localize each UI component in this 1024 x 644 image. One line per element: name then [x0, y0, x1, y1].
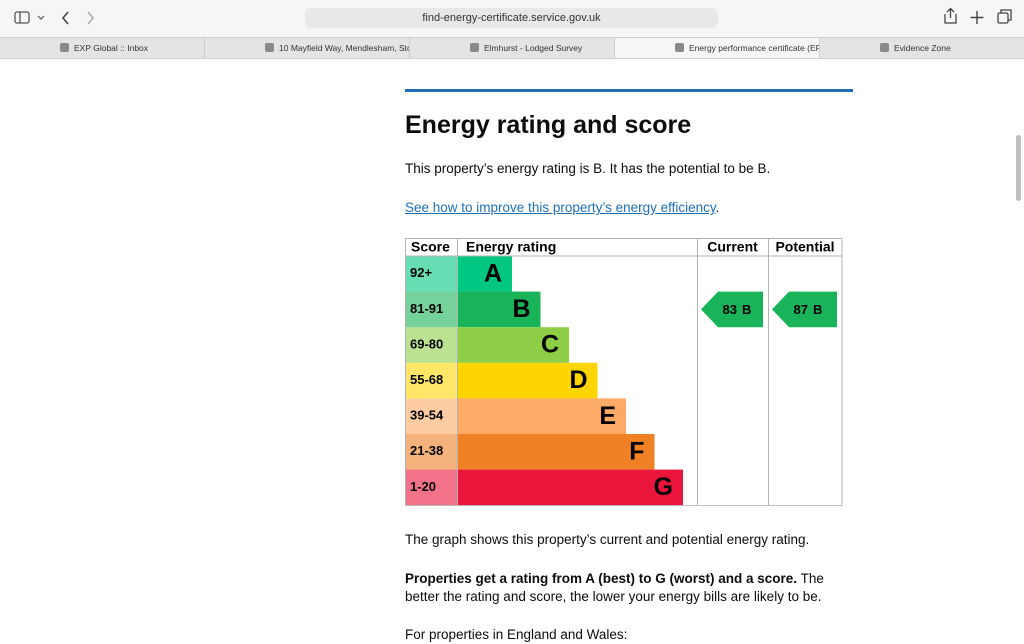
- band-letter: A: [484, 259, 502, 287]
- rating-bar: [457, 327, 569, 363]
- column-header: Current: [707, 239, 758, 255]
- back-button[interactable]: [61, 11, 69, 25]
- browser-tab[interactable]: Evidence Zone: [820, 38, 1024, 58]
- scrollbar[interactable]: [1016, 135, 1021, 201]
- rating-bar: [457, 256, 512, 292]
- tab-title: Elmhurst - Lodged Survey: [484, 43, 583, 53]
- score-cell: [405, 434, 457, 470]
- tab-icon: [265, 43, 274, 52]
- score-cell: [405, 256, 457, 292]
- band-score: 21-38: [410, 443, 443, 458]
- share-button[interactable]: [944, 7, 957, 24]
- forward-button[interactable]: [87, 11, 95, 25]
- column-header: Potential: [775, 239, 834, 255]
- band-score: 55-68: [410, 372, 443, 387]
- rating-text-bold: Properties get a rating from A (best) to…: [405, 571, 798, 586]
- band-score: 81-91: [410, 301, 443, 316]
- current-score: 83: [723, 302, 737, 317]
- tab-icon: [675, 43, 684, 52]
- tab-title: Energy performance certificate (EPC) – F…: [689, 43, 819, 53]
- potential-arrow: [772, 291, 837, 328]
- browser-toolbar: find-energy-certificate.service.gov.uk: [0, 0, 1024, 37]
- tab-title: EXP Global :: Inbox: [74, 43, 149, 53]
- band-letter: F: [629, 437, 644, 465]
- graph-note: The graph shows this property’s current …: [405, 532, 810, 547]
- rating-bar: [457, 362, 598, 399]
- score-cell: [405, 362, 457, 399]
- tab-icon: [470, 43, 479, 52]
- browser-tab[interactable]: EXP Global :: Inbox: [0, 38, 205, 58]
- band-letter: C: [541, 331, 559, 359]
- band-score: 39-54: [410, 408, 444, 423]
- score-cell: [405, 291, 457, 328]
- rating-bar: [457, 291, 541, 328]
- current-arrow: [701, 291, 763, 328]
- section-rule: [405, 89, 853, 92]
- tab-title: 10 Mayfield Way, Mendlesham, Stowmarket,…: [279, 43, 409, 53]
- tab-bar: EXP Global :: Inbox 10 Mayfield Way, Mend…: [0, 37, 1024, 59]
- heading: Energy rating and score: [405, 111, 692, 139]
- browser-tab[interactable]: Energy performance certificate (EPC) – F…: [615, 38, 820, 58]
- band-letter: E: [599, 402, 616, 430]
- band-score: 92+: [410, 265, 432, 280]
- column-header: Score: [411, 239, 450, 255]
- tabs-button[interactable]: [997, 12, 1009, 24]
- rating-text-rest: The better the rating and score, the low…: [405, 571, 824, 604]
- current-letter: B: [742, 302, 751, 317]
- new-tab-button[interactable]: [970, 11, 984, 24]
- browser-tab[interactable]: Elmhurst - Lodged Survey: [410, 38, 615, 58]
- url-bar[interactable]: find-energy-certificate.service.gov.uk: [305, 8, 718, 28]
- band-letter: B: [512, 295, 530, 323]
- band-score: 1-20: [410, 479, 436, 494]
- browser-tab[interactable]: 10 Mayfield Way, Mendlesham, Stowmarket,…: [205, 38, 410, 58]
- toolbar-icons: [14, 7, 1012, 25]
- band-score: 69-80: [410, 336, 443, 351]
- rating-bar: [457, 398, 626, 434]
- epc-chart: Score Energy rating Current Potential 92+ A 81…: [405, 238, 843, 506]
- tab-icon: [880, 43, 889, 52]
- column-header: Energy rating: [466, 239, 556, 255]
- link-line: See how to improve this property’s energ…: [405, 199, 719, 217]
- summary: This property’s energy rating is B. It h…: [405, 161, 771, 176]
- tab-title: Evidence Zone: [894, 43, 951, 53]
- potential-score: 87: [794, 302, 808, 317]
- band-letter: D: [569, 366, 587, 394]
- link-suffix: .: [715, 200, 720, 215]
- potential-letter: B: [813, 302, 822, 317]
- england-wales: For properties in England and Wales:: [405, 627, 628, 642]
- rating-text: Properties get a rating from A (best) to…: [405, 570, 855, 606]
- chart-border: [405, 238, 843, 506]
- rating-bar: [457, 434, 655, 470]
- score-cell: [405, 398, 457, 434]
- tab-icon: [60, 43, 69, 52]
- sidebar-icon[interactable]: [14, 11, 30, 24]
- band-letter: G: [654, 473, 673, 501]
- score-cell: [405, 469, 457, 506]
- rating-bar: [457, 469, 683, 506]
- improve-link[interactable]: See how to improve this property’s energ…: [405, 200, 716, 215]
- score-cell: [405, 327, 457, 363]
